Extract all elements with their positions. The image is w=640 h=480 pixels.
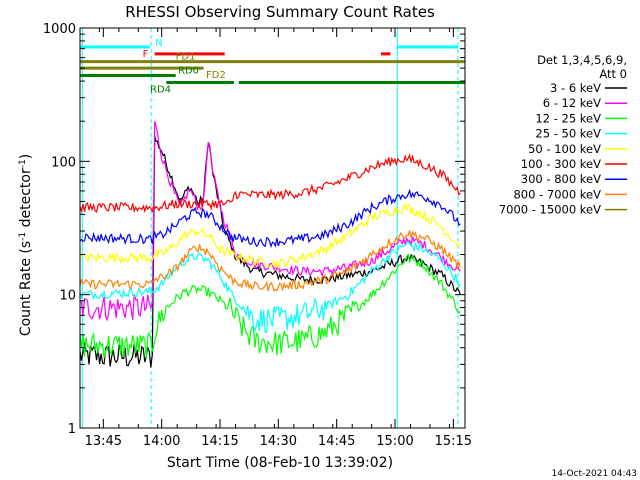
series-line-2 <box>80 252 461 360</box>
y-tick-label-1: 10 <box>59 289 76 304</box>
y-label-superscript-1: -1 <box>18 232 28 241</box>
legend-label-4: 50 - 100 keV <box>528 142 601 156</box>
y-label-part-1: Count Rate (s <box>18 241 34 336</box>
y-tick-label-3: 1000 <box>43 22 76 37</box>
legend-label-0: 3 - 6 keV <box>550 81 601 95</box>
legend-label-3: 25 - 50 keV <box>535 127 601 141</box>
y-tick-label-2: 100 <box>51 155 76 170</box>
series-line-3 <box>80 241 461 334</box>
y-label-part-2: detector <box>18 168 34 232</box>
x-tick-label-2: 14:15 <box>201 434 238 449</box>
series-line-5 <box>80 153 461 214</box>
x-tick-label-3: 14:30 <box>260 434 297 449</box>
svg-text:Count Rate (s-1 detector-1): Count Rate (s-1 detector-1) <box>18 154 34 336</box>
legend-label-6: 300 - 800 keV <box>521 172 601 186</box>
x-tick-label-5: 15:00 <box>376 434 413 449</box>
attenuator-change-lines <box>81 28 459 428</box>
legend-label-2: 12 - 25 keV <box>535 111 601 125</box>
x-tick-label-6: 15:15 <box>435 434 472 449</box>
legend-label-5: 100 - 300 keV <box>521 157 601 171</box>
x-axis-label: Start Time (08-Feb-10 13:39:02) <box>167 455 393 471</box>
x-tick-label-4: 14:45 <box>318 434 355 449</box>
legend-header-0: Det 1,3,4,5,6,9, <box>537 53 627 67</box>
state-label-rd0: RD0 <box>178 66 199 77</box>
y-label-superscript-2: -1 <box>18 159 28 168</box>
x-axis-ticks: 13:45 14:00 14:15 14:30 14:45 15:00 15:15 <box>79 28 472 449</box>
legend-header-1: Att 0 <box>599 67 627 81</box>
y-axis-label: Count Rate (s-1 detector-1) <box>18 154 34 336</box>
series-line-4 <box>80 203 461 270</box>
generation-timestamp: 14-Oct-2021 04:43 <box>552 469 637 479</box>
x-tick-label-1: 14:00 <box>143 434 180 449</box>
legend-label-7: 800 - 7000 keV <box>513 187 601 201</box>
series-line-1 <box>80 121 461 322</box>
state-label-fd2: FD2 <box>206 70 226 81</box>
state-label-f: F <box>143 49 149 60</box>
y-axis-ticks: 1 10 100 1000 <box>43 22 465 437</box>
chart-title: RHESSI Observing Summary Count Rates <box>125 3 435 21</box>
state-label-rd4: RD4 <box>150 85 171 96</box>
state-label-n: N <box>155 38 162 49</box>
legend-label-1: 6 - 12 keV <box>543 96 601 110</box>
x-tick-label-0: 13:45 <box>85 434 122 449</box>
state-label-fd1: FD1 <box>176 52 196 63</box>
series-line-0 <box>80 135 461 368</box>
attenuator-bars: NF FD1 FD2 RD0 RD4 <box>80 38 465 96</box>
legend-label-8: 7000 - 15000 keV <box>499 203 601 217</box>
series-lines <box>80 121 461 368</box>
y-label-part-3: ) <box>18 154 34 159</box>
plot-frame <box>79 27 466 429</box>
series-line-7 <box>80 230 461 292</box>
y-tick-label-0: 1 <box>68 422 76 437</box>
series-line-6 <box>80 188 461 249</box>
